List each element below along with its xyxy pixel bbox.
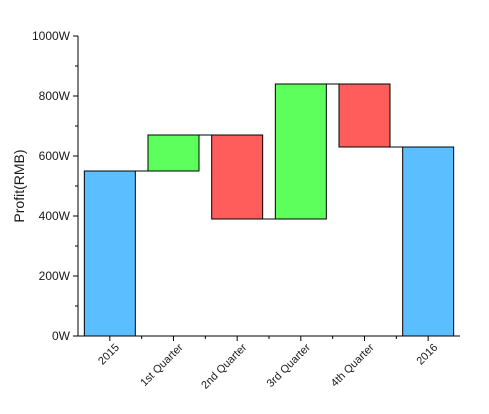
- connector-lines: [135, 83, 403, 220]
- x-tick-label: 4th Quarter: [329, 341, 377, 389]
- bar-2016: [402, 146, 455, 337]
- y-tick-label: 800W: [39, 89, 71, 103]
- y-tick-label: 1000W: [32, 29, 71, 43]
- bar-2nd-quarter: [211, 134, 264, 220]
- bar-1st-quarter: [147, 134, 200, 172]
- y-tick-label: 0W: [52, 329, 71, 343]
- y-tick-label: 200W: [39, 269, 71, 283]
- y-tick-label: 400W: [39, 209, 71, 223]
- x-tick-label: 1st Quarter: [138, 341, 186, 389]
- x-tick-label: 2nd Quarter: [199, 341, 249, 391]
- bar-4th-quarter: [338, 83, 391, 148]
- bars-group: [83, 83, 455, 337]
- x-tick-label: 3rd Quarter: [265, 341, 313, 389]
- x-tick-label: 2015: [96, 342, 122, 368]
- bar-3rd-quarter: [274, 83, 327, 220]
- y-axis-title: Profit(RMB): [11, 149, 27, 222]
- bar-2015: [83, 170, 136, 337]
- x-tick-label: 2016: [414, 342, 440, 368]
- y-tick-label: 600W: [39, 149, 71, 163]
